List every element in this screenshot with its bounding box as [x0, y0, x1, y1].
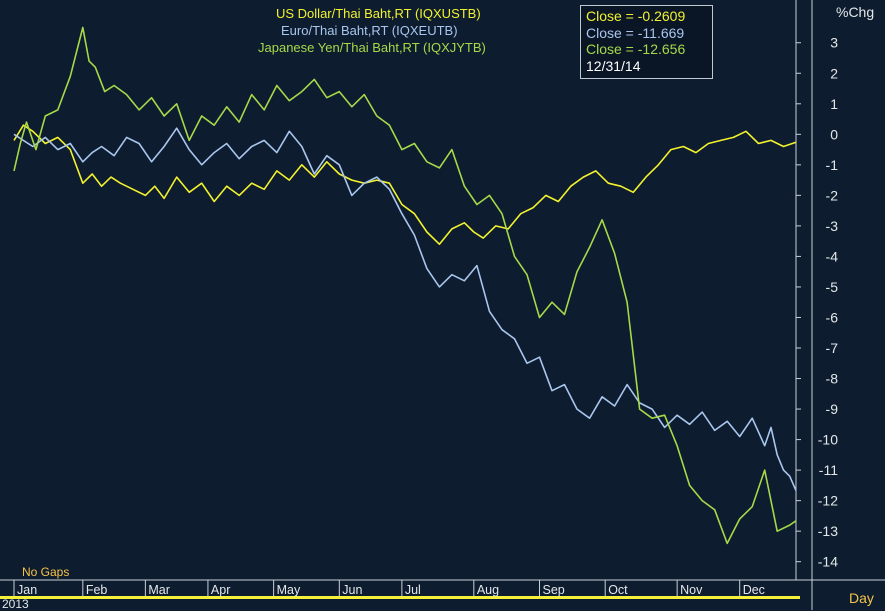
y-tick-label: -10 [818, 432, 838, 448]
x-tick-label: Feb [86, 583, 108, 597]
x-tick-label: Jul [405, 583, 421, 597]
series-line-eur [13, 127, 797, 491]
series-line-usd [13, 124, 797, 245]
x-tick-label: Sep [543, 583, 565, 597]
x-tick-label: Oct [608, 583, 628, 597]
y-tick-label: -11 [819, 462, 838, 478]
y-tick-label: -1 [826, 157, 839, 173]
x-tick-label: Jun [342, 583, 362, 597]
x-axis-ticks: Jan Feb Mar Apr May Jun Jul Aug Sep Oct Nov Dec [13, 580, 765, 597]
series-line-jpy [13, 26, 797, 545]
y-tick-label: -8 [826, 371, 839, 387]
tooltip-date: 12/31/14 [586, 57, 641, 74]
y-tick-label: -5 [826, 279, 839, 295]
year-label: 2013 [2, 597, 29, 611]
tooltip-eur-close: Close = -11.669 [586, 24, 685, 41]
y-tick-label: -3 [826, 218, 839, 234]
legend-jpy: Japanese Yen/Thai Baht,RT (IQXJYTB) [258, 40, 486, 55]
x-tick-label: Apr [211, 583, 230, 597]
y-tick-label: -4 [826, 248, 839, 264]
y-tick-label: -2 [826, 187, 839, 203]
y-tick-label: 1 [830, 96, 838, 112]
legend-usd: US Dollar/Thai Baht,RT (IQXUSTB) [276, 6, 481, 21]
x-axis-unit-label: Day [849, 590, 874, 606]
bottom-timeline-bar [0, 596, 800, 599]
y-axis-unit-label: %Chg [836, 4, 875, 20]
x-tick-label: May [277, 583, 301, 597]
y-tick-label: -9 [826, 401, 839, 417]
y-axis-ticks: 3 2 1 0 -1 -2 -3 -4 -5 -6 -7 -8 -9 -10 -11 -12 -13 -14 [796, 35, 838, 570]
x-tick-label: Dec [743, 583, 765, 597]
no-gaps-label: No Gaps [22, 565, 70, 579]
series-lines [13, 26, 797, 545]
y-tick-label: 0 [830, 126, 838, 142]
y-tick-label: -14 [818, 554, 838, 570]
x-tick-label: Nov [680, 583, 703, 597]
y-tick-label: -6 [826, 309, 839, 325]
tooltip-usd-close: Close = -0.2609 [586, 8, 686, 24]
y-tick-label: -12 [818, 493, 838, 509]
y-tick-label: 2 [830, 65, 838, 81]
data-tooltip: Close = -0.2609 Close = -11.669 Close = … [580, 5, 713, 79]
y-tick-label: -7 [826, 340, 839, 356]
y-tick-label: -13 [818, 523, 838, 539]
x-tick-label: Jan [17, 583, 37, 597]
y-tick-label: 3 [830, 35, 838, 51]
x-tick-label: Aug [477, 583, 499, 597]
x-tick-label: Mar [148, 583, 170, 597]
tooltip-jpy-close: Close = -12.656 [586, 41, 686, 57]
legend-eur: Euro/Thai Baht,RT (IQXEUTB) [281, 23, 458, 38]
